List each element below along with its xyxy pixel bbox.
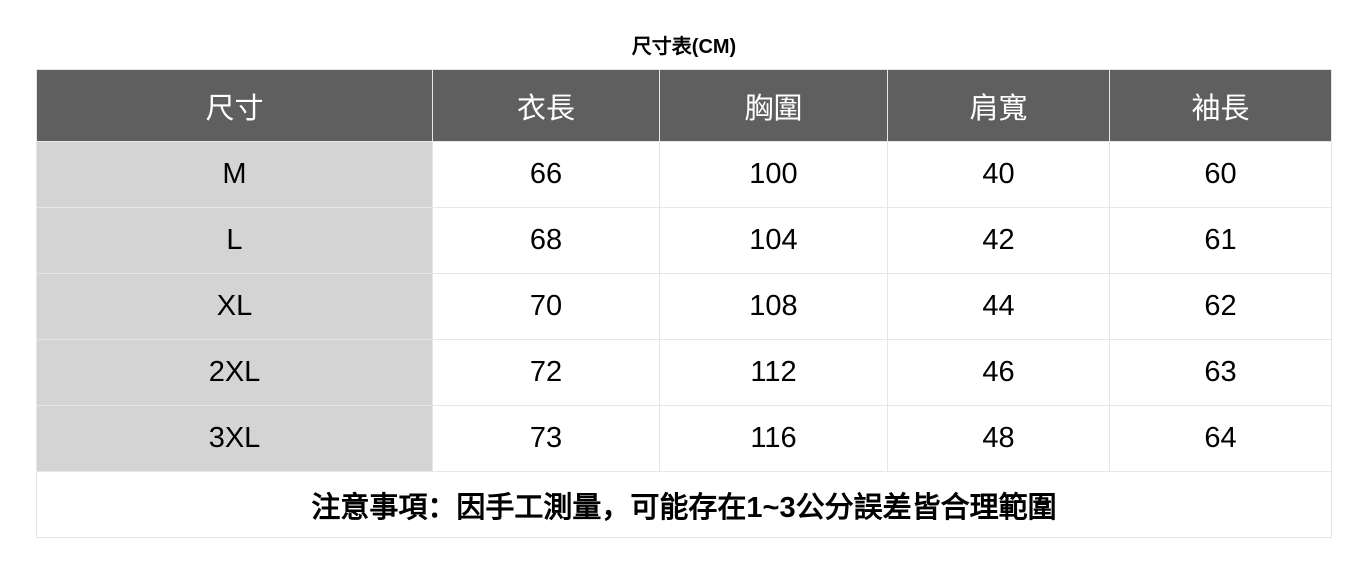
note-text: 注意事項：因手工測量，可能存在1~3公分誤差皆合理範圍 [36, 471, 1332, 538]
size-cell: 3XL [36, 405, 433, 472]
measurement-cell: 64 [1109, 405, 1332, 472]
measurement-cell: 62 [1109, 273, 1332, 340]
measurement-cell: 48 [887, 405, 1110, 472]
table-row: 3XL 73 116 48 64 [36, 405, 1332, 472]
size-cell: M [36, 141, 433, 208]
measurement-cell: 46 [887, 339, 1110, 406]
measurement-cell: 73 [432, 405, 660, 472]
size-chart-title: 尺寸表(CM) [631, 36, 737, 58]
column-header: 袖長 [1109, 69, 1332, 142]
measurement-cell: 63 [1109, 339, 1332, 406]
measurement-cell: 112 [659, 339, 888, 406]
table-row: XL 70 108 44 62 [36, 273, 1332, 340]
table-row: M 66 100 40 60 [36, 141, 1332, 208]
measurement-cell: 40 [887, 141, 1110, 208]
size-cell: L [36, 207, 433, 274]
table-row: 2XL 72 112 46 63 [36, 339, 1332, 406]
column-header: 衣長 [432, 69, 660, 142]
measurement-cell: 70 [432, 273, 660, 340]
measurement-cell: 60 [1109, 141, 1332, 208]
measurement-cell: 104 [659, 207, 888, 274]
note-row: 注意事項：因手工測量，可能存在1~3公分誤差皆合理範圍 [36, 471, 1332, 538]
measurement-cell: 61 [1109, 207, 1332, 274]
measurement-cell: 68 [432, 207, 660, 274]
measurement-cell: 42 [887, 207, 1110, 274]
size-cell: XL [36, 273, 433, 340]
measurement-cell: 108 [659, 273, 888, 340]
size-cell: 2XL [36, 339, 433, 406]
column-header: 胸圍 [659, 69, 888, 142]
size-chart-table: 尺寸 衣長 胸圍 肩寬 袖長 M 66 100 40 60 L 68 104 42 61 XL 70 108 44… [36, 69, 1332, 538]
column-header: 尺寸 [36, 69, 433, 142]
measurement-cell: 116 [659, 405, 888, 472]
measurement-cell: 44 [887, 273, 1110, 340]
table-row: L 68 104 42 61 [36, 207, 1332, 274]
measurement-cell: 66 [432, 141, 660, 208]
measurement-cell: 100 [659, 141, 888, 208]
column-header: 肩寬 [887, 69, 1110, 142]
header-row: 尺寸 衣長 胸圍 肩寬 袖長 [36, 69, 1332, 142]
measurement-cell: 72 [432, 339, 660, 406]
